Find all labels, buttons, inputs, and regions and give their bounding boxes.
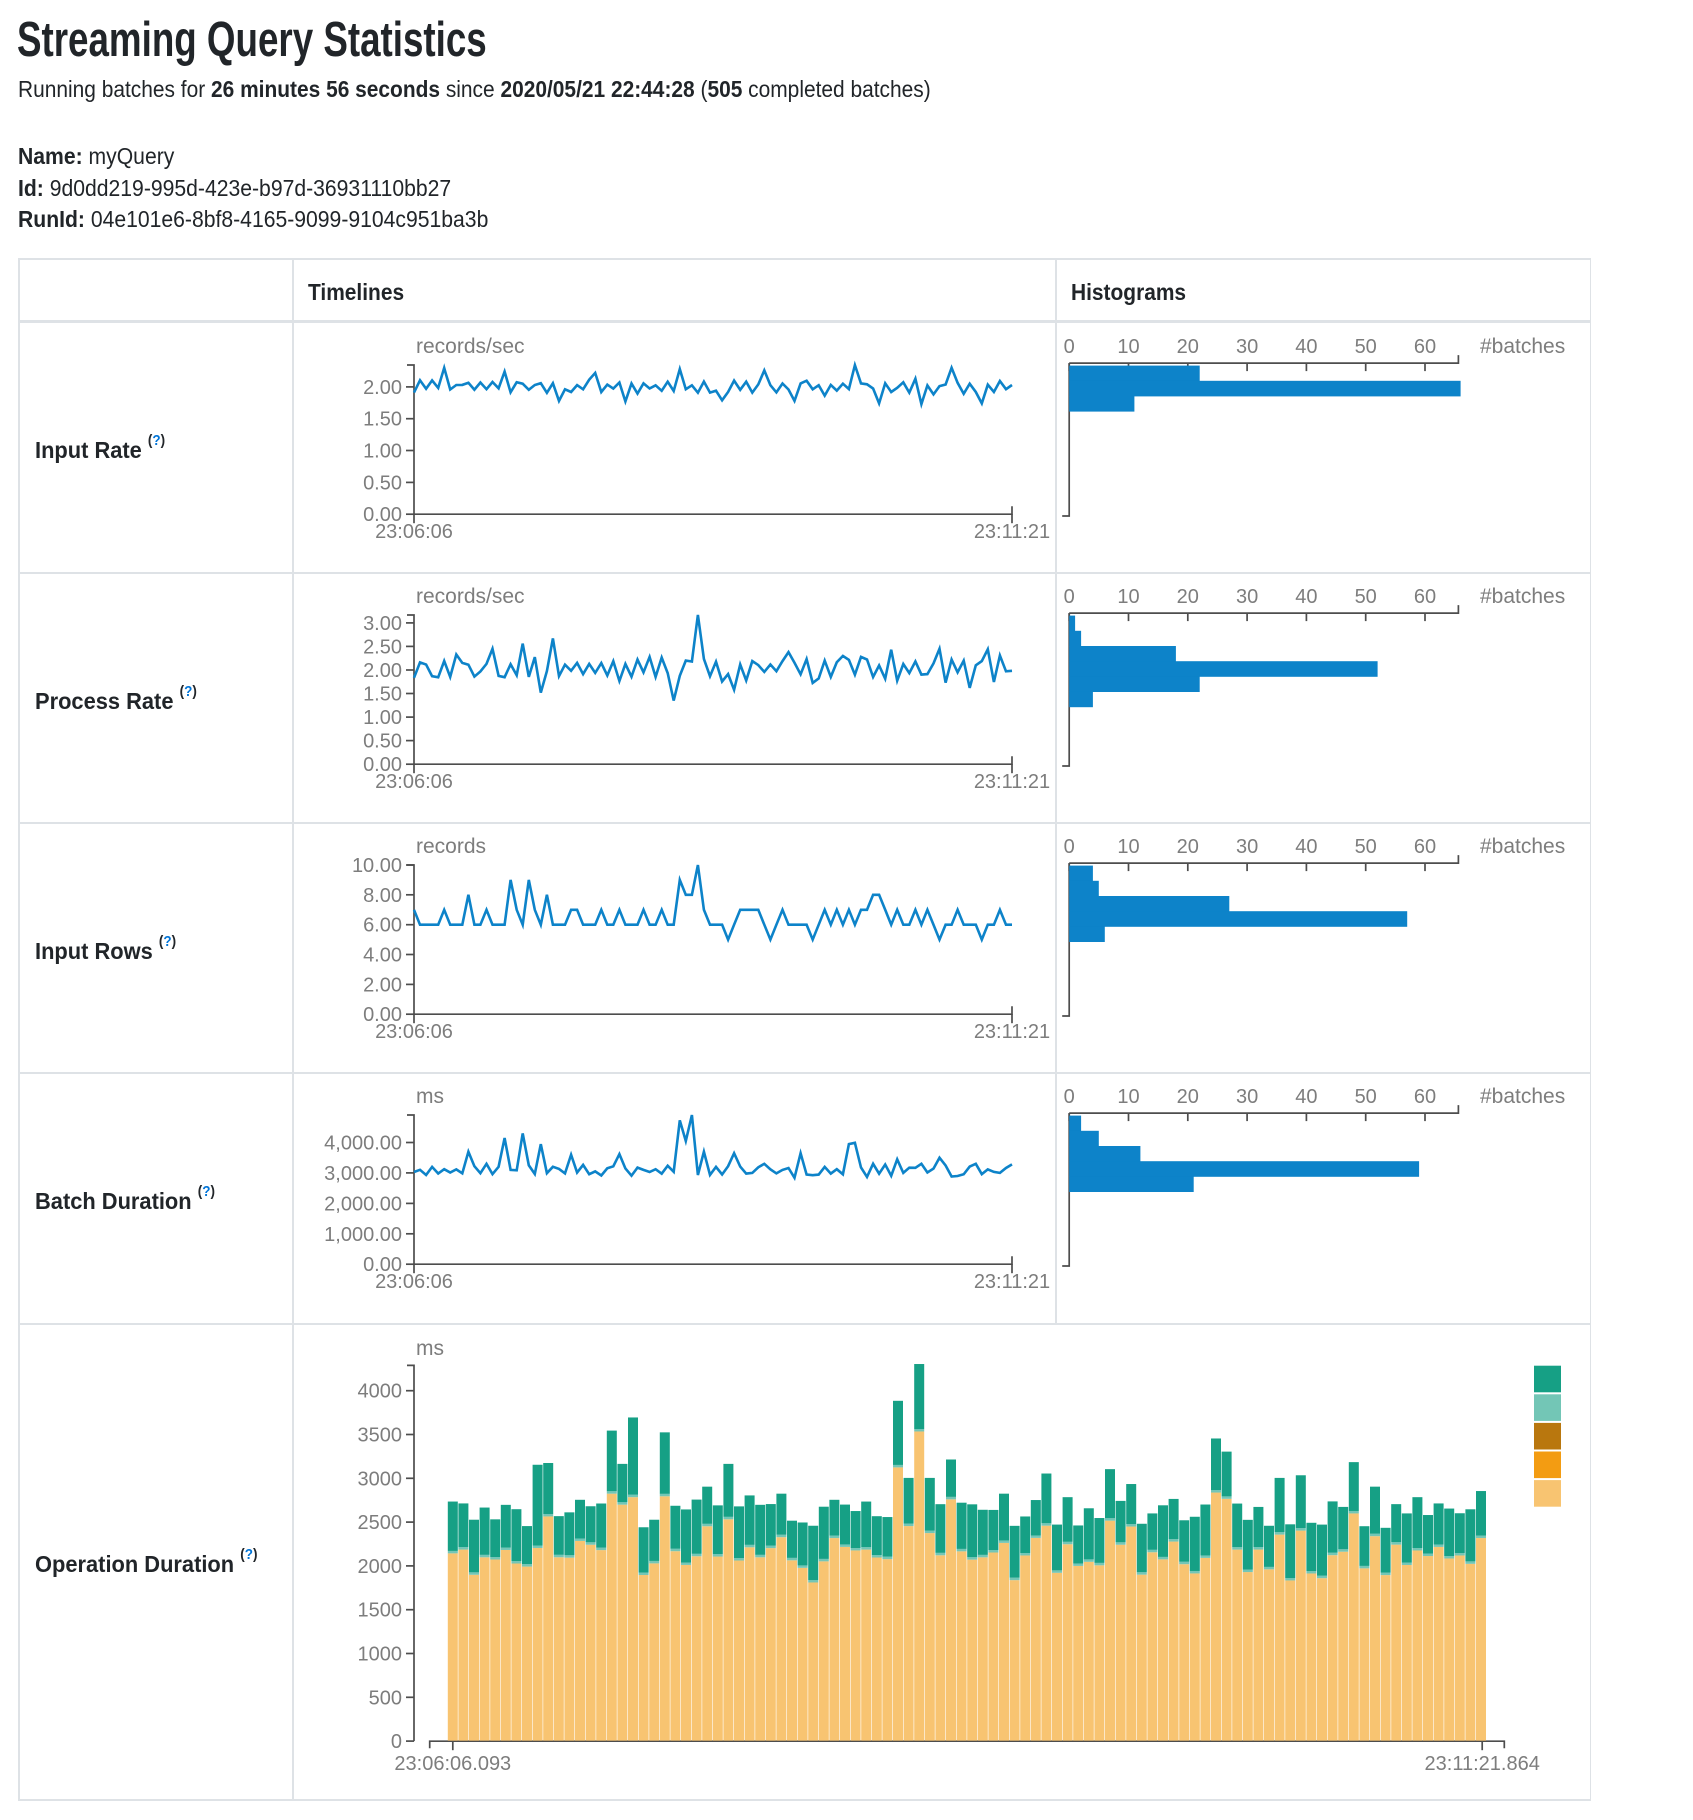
svg-text:20: 20 — [1177, 1086, 1199, 1108]
svg-text:1500: 1500 — [358, 1600, 403, 1622]
svg-text:0.00: 0.00 — [363, 754, 402, 776]
svg-text:10: 10 — [1117, 336, 1139, 358]
svg-text:0.00: 0.00 — [363, 504, 402, 526]
svg-text:1.50: 1.50 — [363, 409, 402, 431]
svg-text:20: 20 — [1177, 336, 1199, 358]
svg-text:ms: ms — [416, 1337, 444, 1360]
svg-text:40: 40 — [1295, 836, 1317, 858]
svg-text:#batches: #batches — [1480, 585, 1565, 608]
svg-text:50: 50 — [1355, 586, 1377, 608]
svg-text:30: 30 — [1236, 1086, 1258, 1108]
svg-text:2,000.00: 2,000.00 — [324, 1193, 402, 1215]
svg-text:1.50: 1.50 — [363, 684, 402, 706]
svg-text:23:06:06: 23:06:06 — [375, 521, 453, 543]
svg-text:60: 60 — [1414, 1086, 1436, 1108]
svg-text:23:06:06: 23:06:06 — [375, 1021, 453, 1043]
svg-text:4,000.00: 4,000.00 — [324, 1133, 402, 1155]
svg-text:0: 0 — [391, 1731, 402, 1753]
svg-text:#batches: #batches — [1480, 1085, 1565, 1108]
svg-text:#batches: #batches — [1480, 835, 1565, 858]
svg-text:40: 40 — [1295, 336, 1317, 358]
svg-text:3500: 3500 — [358, 1425, 403, 1447]
svg-text:500: 500 — [369, 1687, 402, 1709]
svg-text:ms: ms — [416, 1085, 444, 1108]
svg-text:0: 0 — [1064, 586, 1075, 608]
svg-text:30: 30 — [1236, 836, 1258, 858]
svg-text:23:11:21: 23:11:21 — [974, 771, 1050, 793]
svg-text:8.00: 8.00 — [363, 885, 402, 907]
svg-text:2.00: 2.00 — [363, 974, 402, 996]
svg-text:10: 10 — [1117, 836, 1139, 858]
svg-text:4000: 4000 — [358, 1381, 403, 1403]
svg-text:0: 0 — [1064, 1086, 1075, 1108]
svg-text:1,000.00: 1,000.00 — [324, 1224, 402, 1246]
svg-text:23:11:21: 23:11:21 — [974, 521, 1050, 543]
svg-text:40: 40 — [1295, 586, 1317, 608]
svg-text:#batches: #batches — [1480, 335, 1565, 358]
svg-text:50: 50 — [1355, 1086, 1377, 1108]
svg-text:0: 0 — [1064, 336, 1075, 358]
svg-text:23:06:06: 23:06:06 — [375, 771, 453, 793]
svg-text:2.00: 2.00 — [363, 660, 402, 682]
svg-text:0: 0 — [1064, 836, 1075, 858]
svg-text:50: 50 — [1355, 336, 1377, 358]
svg-text:1000: 1000 — [358, 1644, 403, 1666]
svg-text:20: 20 — [1177, 836, 1199, 858]
svg-text:records: records — [416, 835, 486, 858]
svg-text:23:11:21: 23:11:21 — [974, 1021, 1050, 1043]
svg-text:23:06:06: 23:06:06 — [375, 1271, 453, 1293]
svg-text:6.00: 6.00 — [363, 915, 402, 937]
svg-text:60: 60 — [1414, 836, 1436, 858]
svg-text:3000: 3000 — [358, 1468, 403, 1490]
svg-text:23:06:06.093: 23:06:06.093 — [394, 1753, 511, 1775]
svg-text:2500: 2500 — [358, 1512, 403, 1534]
svg-text:20: 20 — [1177, 586, 1199, 608]
svg-text:10.00: 10.00 — [352, 855, 402, 877]
svg-text:2.50: 2.50 — [363, 636, 402, 658]
svg-text:3.00: 3.00 — [363, 613, 402, 635]
svg-text:0.50: 0.50 — [363, 472, 402, 494]
svg-text:0.00: 0.00 — [363, 1004, 402, 1026]
svg-text:4.00: 4.00 — [363, 945, 402, 967]
svg-text:10: 10 — [1117, 1086, 1139, 1108]
svg-text:1.00: 1.00 — [363, 441, 402, 463]
svg-text:2.00: 2.00 — [363, 377, 402, 399]
svg-text:records/sec: records/sec — [416, 585, 525, 608]
svg-text:0.00: 0.00 — [363, 1254, 402, 1276]
svg-text:30: 30 — [1236, 586, 1258, 608]
svg-text:60: 60 — [1414, 586, 1436, 608]
svg-text:2000: 2000 — [358, 1556, 403, 1578]
svg-text:10: 10 — [1117, 586, 1139, 608]
svg-text:30: 30 — [1236, 336, 1258, 358]
svg-text:1.00: 1.00 — [363, 707, 402, 729]
svg-text:0.50: 0.50 — [363, 731, 402, 753]
svg-text:23:11:21: 23:11:21 — [974, 1271, 1050, 1293]
svg-text:23:11:21.864: 23:11:21.864 — [1425, 1753, 1540, 1775]
svg-text:60: 60 — [1414, 336, 1436, 358]
svg-text:40: 40 — [1295, 1086, 1317, 1108]
svg-text:records/sec: records/sec — [416, 335, 525, 358]
svg-text:3,000.00: 3,000.00 — [324, 1163, 402, 1185]
svg-text:50: 50 — [1355, 836, 1377, 858]
